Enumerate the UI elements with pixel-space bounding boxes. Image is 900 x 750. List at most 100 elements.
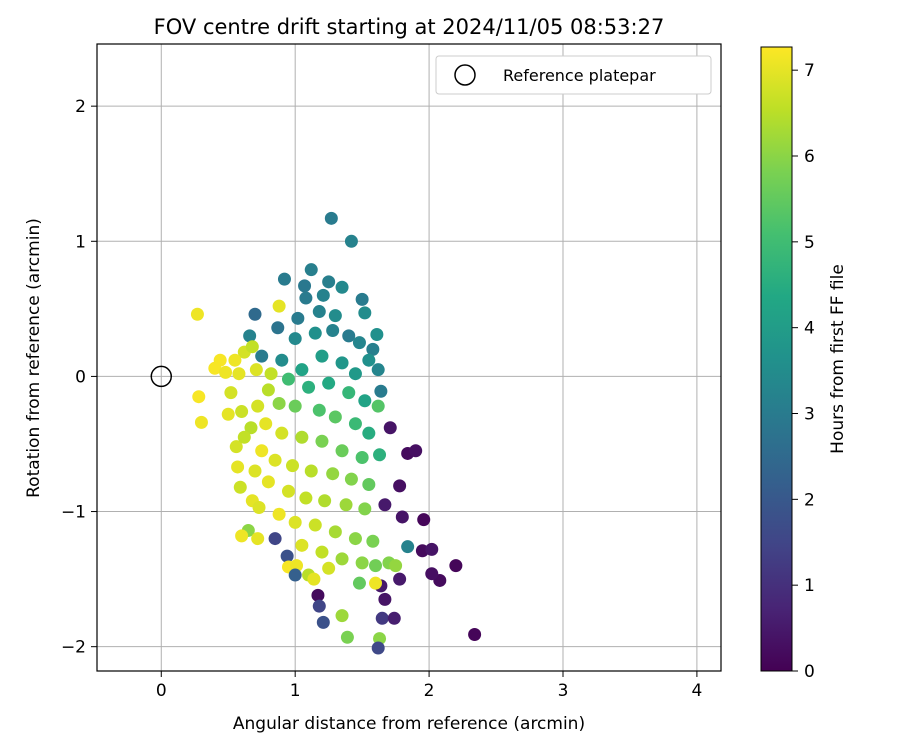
data-point <box>352 336 366 350</box>
colorbar-tick-label: 1 <box>804 576 815 596</box>
data-point <box>328 410 342 424</box>
data-point <box>324 211 338 225</box>
data-point <box>371 399 385 413</box>
data-point <box>268 532 282 546</box>
data-point <box>228 353 242 367</box>
data-point <box>307 572 321 586</box>
data-point <box>312 305 326 319</box>
data-point <box>268 453 282 467</box>
x-axis-label: Angular distance from reference (arcmin) <box>233 714 585 734</box>
x-axis-ticks: 0 1 2 3 4 <box>156 671 702 701</box>
data-point <box>409 444 423 458</box>
data-point <box>304 263 318 277</box>
data-point <box>288 568 302 582</box>
y-axis-label: Rotation from reference (arcmin) <box>24 218 44 498</box>
data-point <box>374 384 388 398</box>
data-point <box>264 367 278 381</box>
data-point <box>280 549 294 563</box>
data-point <box>344 472 358 486</box>
data-point <box>295 430 309 444</box>
data-point <box>235 529 249 543</box>
data-point <box>315 434 329 448</box>
data-point <box>275 353 289 367</box>
data-point <box>355 556 369 570</box>
colorbar-tick-label: 2 <box>804 490 815 510</box>
y-tick-label: −2 <box>61 638 86 658</box>
data-point <box>221 407 235 421</box>
x-tick-label: 1 <box>290 681 301 701</box>
colorbar-gradient <box>760 46 793 672</box>
data-point <box>370 328 384 342</box>
colorbar: 0 1 2 3 4 5 6 7 Hours from first FF file <box>760 46 848 682</box>
data-point <box>358 306 372 320</box>
y-axis-ticks: −2 −1 0 1 2 <box>61 97 97 658</box>
data-point <box>271 321 285 335</box>
data-point <box>275 426 289 440</box>
data-point <box>286 459 300 473</box>
data-point <box>352 576 366 590</box>
data-point <box>295 363 309 377</box>
data-point <box>322 376 336 390</box>
data-point <box>401 540 415 554</box>
colorbar-tick-label: 4 <box>804 319 815 339</box>
data-point <box>417 513 431 527</box>
data-point <box>358 502 372 516</box>
data-point <box>304 464 318 478</box>
data-point <box>425 542 439 556</box>
grid-lines <box>97 44 721 671</box>
data-point <box>348 367 362 381</box>
data-point <box>308 518 322 532</box>
colorbar-tick-label: 3 <box>804 405 815 425</box>
data-point <box>339 498 353 512</box>
data-point <box>358 394 372 408</box>
data-point <box>328 309 342 323</box>
data-point <box>335 609 349 623</box>
data-point <box>233 480 247 494</box>
data-point <box>190 307 204 321</box>
data-point <box>316 288 330 302</box>
y-tick-label: 0 <box>75 367 86 387</box>
data-point <box>316 615 330 629</box>
data-point <box>251 399 265 413</box>
data-point <box>312 599 326 613</box>
colorbar-tick-label: 7 <box>804 61 815 81</box>
data-point <box>362 426 376 440</box>
data-point <box>255 444 269 458</box>
colorbar-tick-label: 5 <box>804 233 815 253</box>
data-point <box>277 272 291 286</box>
data-point <box>335 356 349 370</box>
data-point <box>308 326 322 340</box>
data-point <box>219 365 233 379</box>
data-point <box>298 279 312 293</box>
data-point <box>425 567 439 581</box>
data-point <box>229 440 243 454</box>
data-point <box>194 415 208 429</box>
data-point <box>232 367 246 381</box>
data-point <box>393 572 407 586</box>
data-point <box>315 349 329 363</box>
data-point <box>299 291 313 305</box>
data-point <box>302 380 316 394</box>
data-point <box>288 515 302 529</box>
data-point <box>362 353 376 367</box>
legend-box <box>435 55 712 95</box>
data-point <box>395 510 409 524</box>
legend-entry: Reference platepar <box>503 66 656 85</box>
data-point <box>369 576 383 590</box>
data-point <box>373 448 387 462</box>
scatter-points <box>190 211 482 655</box>
data-point <box>335 552 349 566</box>
data-point <box>322 561 336 575</box>
data-point <box>322 275 336 289</box>
data-point <box>348 532 362 546</box>
data-point <box>369 559 383 573</box>
data-point <box>355 292 369 306</box>
data-point <box>192 390 206 404</box>
data-point <box>288 399 302 413</box>
data-point <box>366 534 380 548</box>
data-point <box>378 498 392 512</box>
data-point <box>281 484 295 498</box>
data-point <box>371 641 385 655</box>
data-point <box>248 307 262 321</box>
data-point <box>288 332 302 346</box>
